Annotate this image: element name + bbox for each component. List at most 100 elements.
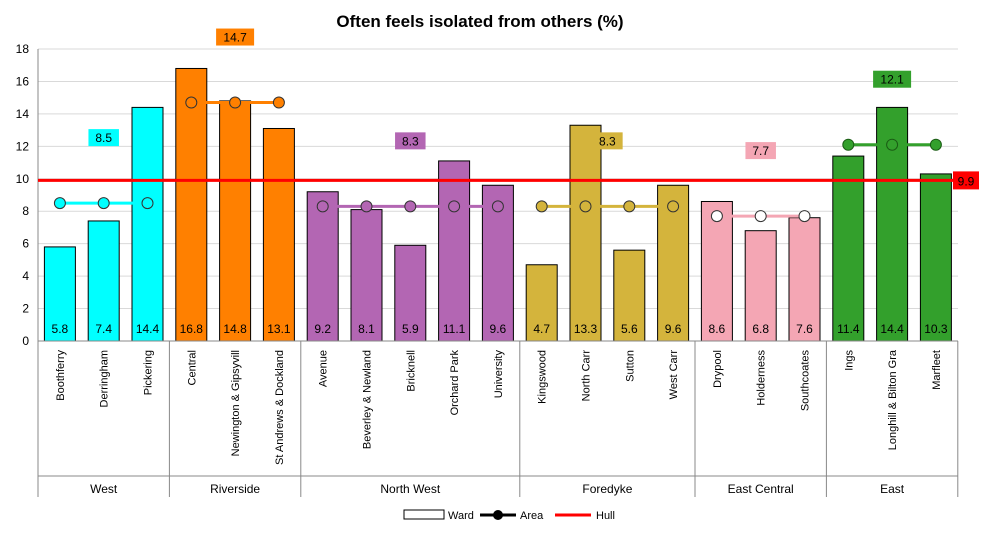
- bar: [219, 100, 252, 342]
- legend-ward-swatch: [403, 509, 445, 520]
- bars: 5.8 7.4 14.4 16.8 14.8 13.1 9.2 8.1 5.9 11.1 9.6 4.…: [43, 67, 952, 342]
- area-value-label: 8.3: [599, 134, 616, 148]
- area-value-box: [216, 28, 255, 46]
- y-tick-label: 2: [22, 302, 29, 316]
- area-lines: 8.5 14.7 8.3 8.3 7.7 12.1: [53, 28, 942, 223]
- group-label: Foredyke: [582, 482, 632, 496]
- bar-value-label: 9.6: [665, 322, 682, 336]
- area-marker: [667, 200, 680, 213]
- y-tick-label: 18: [16, 42, 30, 56]
- area-marker: [272, 96, 285, 109]
- bar: [919, 173, 952, 342]
- bar-value-label: 7.4: [95, 322, 112, 336]
- group-label: East: [880, 482, 905, 496]
- y-tick-label: 4: [22, 269, 29, 283]
- area-marker: [360, 200, 373, 213]
- hull-value-label: 9.9: [958, 174, 975, 188]
- y-axis: 0 2 4 6 8 10 12 14 16 18: [16, 42, 39, 348]
- ward-label: Longhill & Bilton Gra: [887, 349, 899, 450]
- bar-value-label: 13.3: [574, 322, 598, 336]
- area-value-box: [873, 70, 912, 88]
- legend-area-label: Area: [520, 510, 544, 522]
- area-marker: [229, 96, 242, 109]
- y-tick-label: 6: [22, 237, 29, 251]
- area-value-box: [88, 129, 119, 147]
- bar-value-label: 14.8: [223, 322, 247, 336]
- y-tick-label: 0: [22, 334, 29, 348]
- ward-label: Orchard Park: [449, 350, 461, 416]
- ward-label: Pickering: [143, 350, 155, 395]
- y-tick-label: 14: [16, 107, 30, 121]
- ward-label: Ings: [843, 350, 855, 371]
- area-value-box: [395, 132, 426, 150]
- bar: [438, 160, 471, 342]
- ward-label: Drypool: [712, 350, 724, 388]
- bar-value-label: 14.4: [136, 322, 160, 336]
- legend-ward-label: Ward: [448, 510, 474, 522]
- legend-hull-label: Hull: [596, 510, 615, 522]
- legend: Ward Area Hull: [403, 509, 615, 522]
- bar: [131, 106, 164, 342]
- x-axis: Boothferry Derringham Pickering West Central…: [37, 340, 959, 497]
- area-marker: [141, 197, 154, 210]
- group-label: Riverside: [210, 482, 260, 496]
- bar-value-label: 7.6: [796, 322, 813, 336]
- y-tick-label: 8: [22, 204, 29, 218]
- area-marker: [842, 138, 855, 151]
- area-marker: [404, 200, 417, 213]
- bar: [832, 155, 865, 342]
- ward-label: Derringham: [99, 350, 111, 407]
- bar: [700, 200, 733, 342]
- legend-area-marker: [493, 510, 503, 520]
- bar-value-label: 10.3: [924, 322, 948, 336]
- area-marker: [185, 96, 198, 109]
- bar-value-label: 4.7: [533, 322, 550, 336]
- ward-label: Bricknell: [405, 350, 417, 392]
- ward-label: Marfleet: [931, 350, 943, 390]
- bar: [262, 127, 295, 342]
- ward-label: University: [493, 350, 505, 399]
- bar: [43, 246, 76, 342]
- area-marker: [754, 210, 767, 223]
- bar: [525, 264, 558, 342]
- bar: [306, 191, 339, 342]
- area-marker: [798, 210, 811, 223]
- ward-label: Boothferry: [55, 350, 67, 401]
- bar-value-label: 14.4: [880, 322, 904, 336]
- bar-value-label: 6.8: [752, 322, 769, 336]
- area-value-box: [745, 142, 776, 160]
- ward-label: North Carr: [581, 350, 593, 402]
- area-value-box: [592, 132, 623, 150]
- bar-value-label: 5.9: [402, 322, 419, 336]
- ward-label: Newington & Gipsyvill: [230, 350, 242, 456]
- chart-title: Often feels isolated from others (%): [336, 12, 623, 31]
- area-value-label: 7.7: [752, 144, 769, 158]
- bar-value-label: 13.1: [267, 322, 291, 336]
- ward-label: Kingswood: [537, 350, 549, 404]
- y-tick-label: 10: [16, 172, 30, 186]
- y-tick-label: 12: [16, 139, 30, 153]
- bar: [175, 67, 208, 342]
- ward-label: Holderness: [756, 350, 768, 406]
- area-marker: [97, 197, 110, 210]
- bar-value-label: 9.2: [314, 322, 331, 336]
- bar-value-label: 11.4: [837, 322, 860, 336]
- bar: [788, 217, 821, 342]
- bar: [744, 230, 777, 342]
- area-marker: [53, 197, 66, 210]
- area-marker: [886, 138, 899, 151]
- ward-label: West Carr: [668, 350, 680, 400]
- area-marker: [448, 200, 461, 213]
- group-label: North West: [380, 482, 440, 496]
- bar-value-label: 11.1: [443, 322, 466, 336]
- area-value-label: 14.7: [223, 31, 247, 45]
- ward-label: Beverley & Newland: [362, 350, 374, 449]
- bar-value-label: 5.8: [52, 322, 69, 336]
- ward-label: Sutton: [624, 350, 636, 382]
- area-marker: [710, 210, 723, 223]
- area-marker: [623, 200, 636, 213]
- area-value-label: 8.5: [95, 131, 112, 145]
- bar-value-label: 16.8: [180, 322, 204, 336]
- area-marker: [316, 200, 329, 213]
